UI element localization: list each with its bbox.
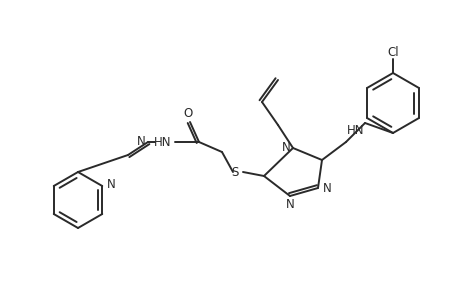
Text: HN: HN (154, 136, 171, 148)
Text: HN: HN (347, 124, 364, 136)
Text: N: N (281, 140, 290, 154)
Text: N: N (322, 182, 330, 194)
Text: N: N (136, 134, 145, 148)
Text: N: N (106, 178, 115, 190)
Text: N: N (285, 197, 294, 211)
Text: Cl: Cl (386, 46, 398, 59)
Text: O: O (183, 106, 192, 119)
Text: S: S (231, 166, 238, 178)
